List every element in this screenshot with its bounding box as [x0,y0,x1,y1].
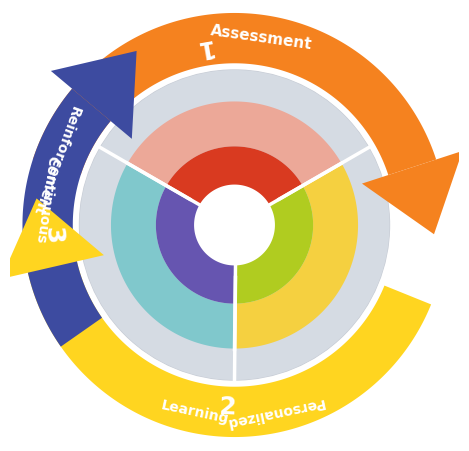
Polygon shape [234,164,358,349]
Polygon shape [33,14,436,175]
Polygon shape [1,199,104,279]
Polygon shape [362,152,462,235]
Polygon shape [100,71,369,200]
Polygon shape [234,148,389,380]
Circle shape [198,189,271,262]
Circle shape [80,71,389,380]
Polygon shape [51,52,136,139]
Text: Assessment: Assessment [209,23,313,52]
Text: 1: 1 [192,34,214,60]
Polygon shape [111,164,234,349]
Text: Learning: Learning [160,397,230,425]
Polygon shape [156,186,234,304]
Circle shape [183,174,286,277]
Polygon shape [234,186,313,304]
Polygon shape [166,147,303,205]
Text: Personalized: Personalized [224,394,325,428]
Polygon shape [23,89,111,347]
Text: 3: 3 [41,226,66,244]
Text: 2: 2 [219,394,237,419]
Text: Reinforcement: Reinforcement [29,104,82,217]
Polygon shape [128,102,341,186]
Polygon shape [80,148,234,380]
Polygon shape [28,262,431,437]
Text: Continuous: Continuous [33,154,59,244]
